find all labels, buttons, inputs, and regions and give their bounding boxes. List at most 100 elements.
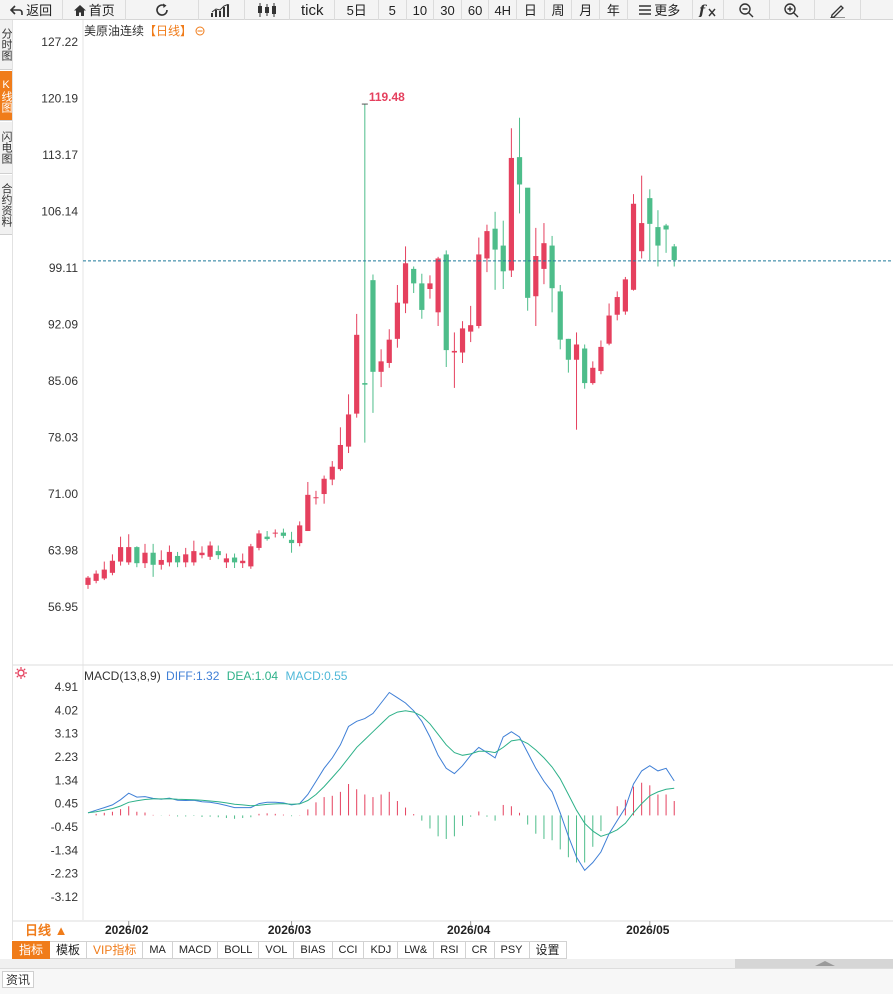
candle-body [166,551,173,563]
indicator-tab-8[interactable]: BIAS [294,941,333,959]
indicator-tab-11[interactable]: LW& [398,941,435,959]
candle [362,104,368,443]
candle-body [378,361,384,372]
toolbar-extra[interactable] [861,0,893,20]
indicator-tab-7[interactable]: VOL [259,941,295,959]
home-button[interactable]: 首页 [63,0,127,20]
indicator-tab-14[interactable]: PSY [494,941,530,959]
news-tab[interactable]: 资讯 [2,971,35,988]
formula-button[interactable]: f [693,0,725,20]
period-5min[interactable]: 5 [379,0,407,20]
indicator-tab-5[interactable]: MACD [172,941,219,959]
candle-body [419,283,425,310]
period-year[interactable]: 年 [600,0,628,20]
menu-icon [639,5,652,15]
zoom-out-button[interactable] [724,0,770,20]
candle [402,246,409,314]
chart-area[interactable]: 127.22 120.19 113.17 106.14 99.11 92.09 85.06 7… [0,20,893,940]
candle [557,284,563,350]
indicator-tab-3[interactable]: VIP指标 [87,941,144,959]
period-5day[interactable]: 5日 [335,0,379,20]
candle [459,321,466,363]
candle [191,540,197,566]
indicator-tab-6[interactable]: BOLL [218,941,260,959]
candle [508,128,514,277]
indicator-tab-9[interactable]: CCI [332,941,365,959]
more-label: 更多 [654,2,681,18]
tab-contract-info[interactable]: 合约资料 [0,175,12,235]
period-day[interactable]: 日 [517,0,545,20]
candle [484,224,490,273]
period-4h[interactable]: 4H [489,0,518,20]
candle-body [174,555,181,563]
diff-line [87,691,675,872]
pencil-icon [829,4,845,18]
macd-y-axis: 4.91 4.02 3.13 2.23 1.34 0.45 -0.45 -1.34 -2.23 -… [51,680,79,904]
svg-text:f: f [698,3,708,17]
refresh-button[interactable] [126,0,200,20]
price-tick-label: 99.11 [49,261,78,275]
price-tick-label: 85.06 [48,374,78,388]
period-month[interactable]: 月 [572,0,601,20]
toggle-icon[interactable] [195,26,205,36]
candle [590,361,596,385]
candle [386,329,392,368]
zoom-in-button[interactable] [770,0,816,20]
price-tick-label: 127.22 [41,35,78,49]
period-60min[interactable]: 60 [462,0,490,20]
period-select-button[interactable]: 日线 ▲ [25,923,68,938]
zoom-in-icon [784,2,799,17]
candle-body [598,346,604,372]
candle-body [158,559,164,565]
candle [411,266,417,294]
tab-kline[interactable]: K线图 [0,71,12,121]
macd-tick-label: 1.34 [55,773,79,787]
horizontal-scrollbar[interactable] [0,959,893,968]
tab-lightning[interactable]: 闪电图 [0,122,12,174]
scroll-thumb[interactable] [735,959,893,968]
macd-tick-label: -2.23 [51,867,79,881]
candle [85,576,91,589]
candle-body [394,302,400,339]
indicator-tab-10[interactable]: KDJ [364,941,399,959]
back-button[interactable]: 返回 [0,0,64,20]
tick-button[interactable]: tick [290,0,336,20]
candle-body [272,532,278,534]
instrument-name: 美原油连续 [84,24,145,38]
back-arrow-icon [10,4,23,15]
candle-body [85,577,91,585]
candlestick-series [85,104,677,589]
settings-gear-icon[interactable] [15,667,27,679]
more-button[interactable]: 更多 [628,0,693,20]
indicator-tab-12[interactable]: RSI [434,941,466,959]
candle-body [655,227,661,246]
indicator-tabs: 指标 模板 VIP指标 MA MACD BOLL VOL BIAS CCI KDJ LW& RSI CR… [12,941,567,959]
candlestick-button[interactable] [245,0,291,20]
refresh-icon [156,3,169,16]
indicator-tab-4[interactable]: MA [143,941,173,959]
macd-tick-label: 0.45 [55,797,79,811]
x-tick-label: 2026/02 [105,923,149,937]
x-tick-label: 2026/05 [626,923,670,937]
tab-timeshare[interactable]: 分时图 [0,20,12,70]
bar-chart-button[interactable] [199,0,245,20]
collapse-arrow-icon[interactable] [815,961,835,966]
indicator-tab-13[interactable]: CR [465,941,495,959]
candle-body [199,552,205,556]
candle-body [264,536,270,540]
candle [150,543,156,577]
indicator-tab-2[interactable]: 模板 [50,941,88,959]
indicator-tab-15[interactable]: 设置 [529,941,567,959]
tick-label: tick [301,1,324,19]
period-10min[interactable]: 10 [407,0,435,20]
macd-tick-label: 3.13 [55,727,79,741]
draw-button[interactable] [815,0,861,20]
period-30min[interactable]: 30 [434,0,462,20]
high-marker-label: 119.48 [369,90,405,104]
period-indicator: 【日线】 [144,24,193,38]
indicator-tab-1[interactable]: 指标 [12,941,51,959]
candle-body [443,254,449,351]
price-y-axis: 127.22 120.19 113.17 106.14 99.11 92.09 85.06 7… [41,35,78,614]
home-icon [73,4,86,16]
period-week[interactable]: 周 [545,0,573,20]
